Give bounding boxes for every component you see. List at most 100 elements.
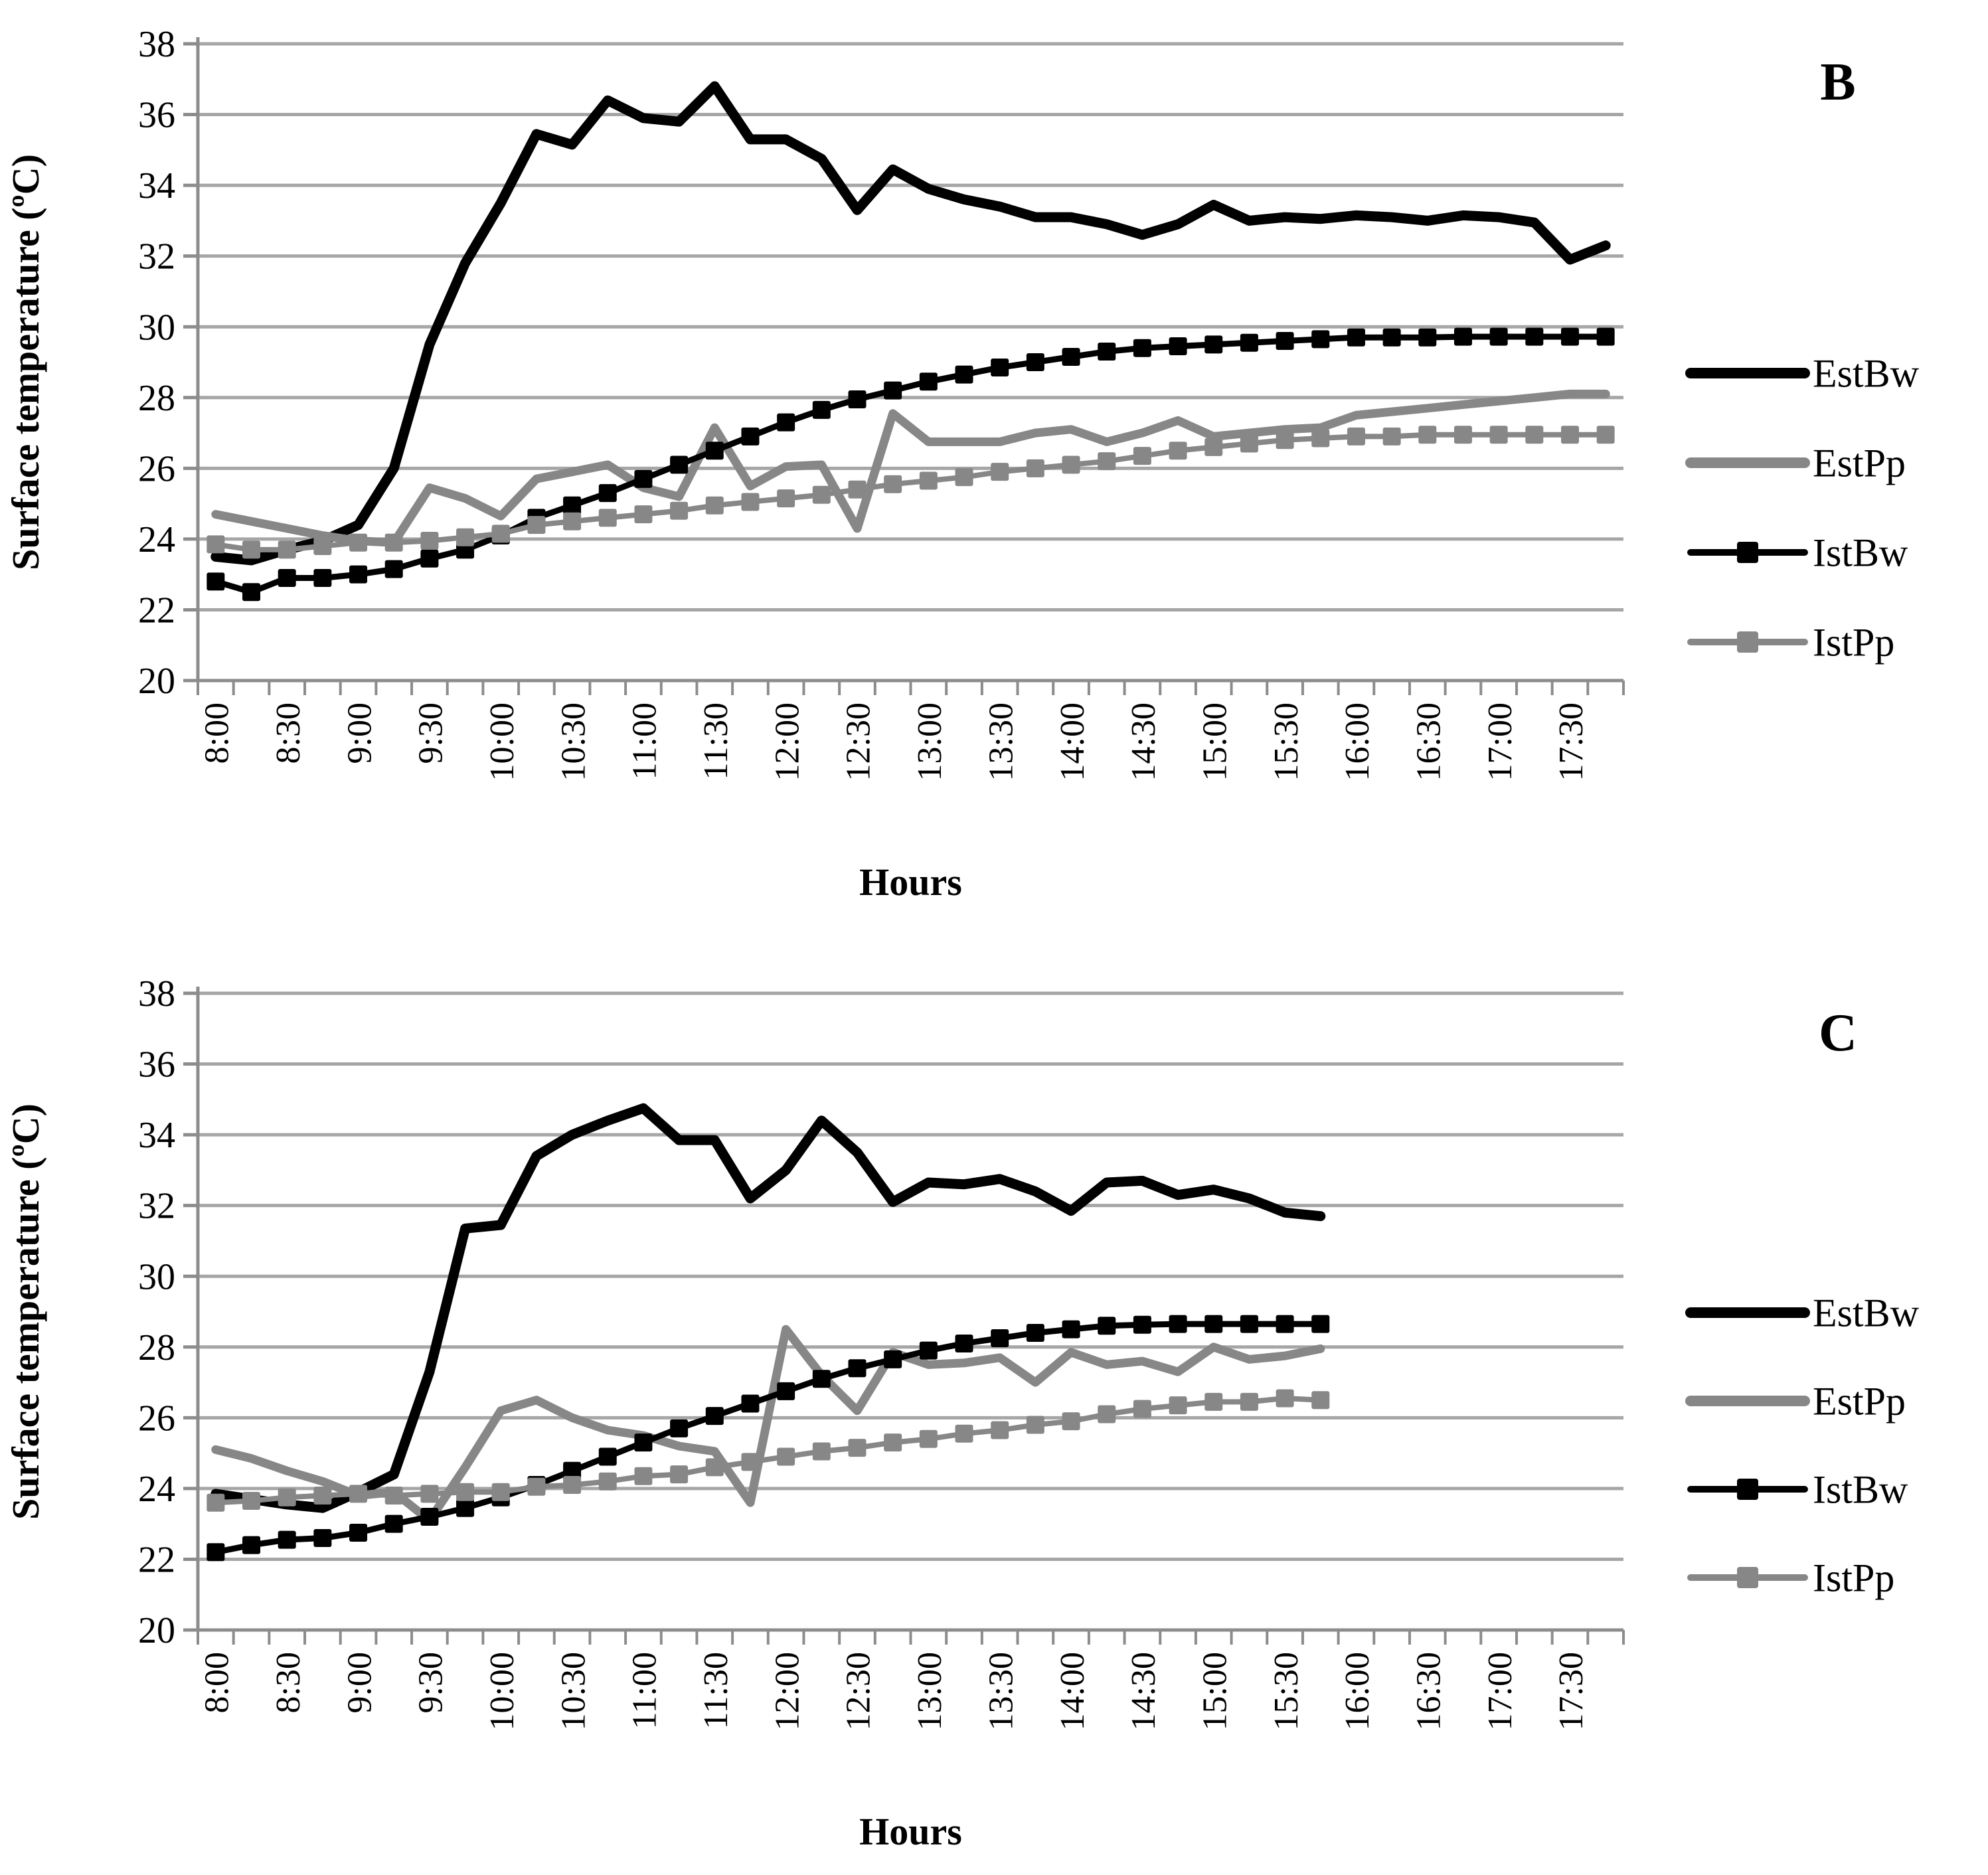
marker-square <box>919 372 938 391</box>
marker-square <box>349 565 368 584</box>
marker-square <box>1062 1412 1080 1431</box>
marker-square <box>1240 434 1258 453</box>
series-EstBw <box>210 81 1611 566</box>
marker-square <box>848 1439 867 1457</box>
x-tick-label: 13:30 <box>982 1652 1020 1730</box>
marker-square <box>848 390 867 408</box>
x-tick-label: 13:00 <box>911 702 949 781</box>
x-tick-label: 8:30 <box>270 702 307 764</box>
marker-square <box>777 413 795 432</box>
marker-square <box>527 1477 546 1496</box>
marker-square <box>1133 1400 1151 1418</box>
series-line-IstBw <box>212 1321 1324 1556</box>
x-tick-label: 10:30 <box>554 702 592 781</box>
x-tick-label: 12:30 <box>840 702 878 781</box>
marker-square <box>1240 333 1258 352</box>
marker-square <box>670 455 689 474</box>
marker-square <box>456 1499 475 1517</box>
marker-square <box>1062 1320 1080 1339</box>
series-markers-IstBw <box>207 327 1615 602</box>
legend-label-EstPp: EstPp <box>1813 441 1906 485</box>
marker-square <box>1453 327 1472 346</box>
marker-square <box>384 1487 403 1505</box>
x-axis-title: Hours <box>859 1810 962 1853</box>
marker-square <box>1204 1315 1223 1333</box>
marker-square <box>313 537 332 556</box>
panel-letter-C: C <box>1819 1004 1857 1062</box>
marker-square <box>955 468 973 487</box>
x-tick-label: 14:00 <box>1054 1652 1092 1730</box>
series-markers-IstPp <box>207 1389 1330 1512</box>
y-tick-label: 24 <box>138 1469 175 1510</box>
marker-square <box>991 1329 1009 1347</box>
marker-square <box>242 540 261 559</box>
y-tick-label: 30 <box>138 307 175 348</box>
marker-square <box>598 1447 617 1466</box>
marker-square <box>1026 459 1044 477</box>
series-EstBw <box>210 1103 1326 1513</box>
marker-square <box>1240 1392 1258 1411</box>
x-ticks: 8:00 8:30 9:00 9:30 10:00 10:30 11:00 11:30 12:0… <box>197 681 1625 781</box>
legend-label-IstBw: IstBw <box>1813 1467 1908 1511</box>
series-line-IstPp <box>212 432 1609 552</box>
marker-square <box>207 572 225 591</box>
marker-square <box>812 1370 831 1388</box>
x-tick-label: 15:30 <box>1268 1652 1305 1730</box>
x-tick-label: 9:30 <box>412 1652 450 1713</box>
y-tick-label: 26 <box>138 1398 175 1439</box>
marker-square <box>278 1530 296 1549</box>
marker-square <box>420 1508 439 1526</box>
x-tick-label: 16:30 <box>1410 702 1448 781</box>
marker-square <box>1525 426 1544 444</box>
marker-square <box>1596 327 1615 346</box>
y-tick-label: 20 <box>138 661 175 702</box>
marker-square <box>634 505 653 524</box>
x-tick-label: 11:00 <box>626 1652 664 1730</box>
marker-square <box>207 535 225 554</box>
marker-square <box>491 525 510 543</box>
marker-square <box>278 1488 296 1507</box>
marker-square <box>563 1461 582 1480</box>
marker-square <box>955 1424 973 1443</box>
legend-label-EstPp: EstPp <box>1813 1379 1906 1423</box>
x-tick-label: 14:30 <box>1125 702 1163 781</box>
x-tick-label: 17:00 <box>1481 702 1519 781</box>
marker-square <box>1098 452 1116 471</box>
marker-square <box>1098 1317 1116 1335</box>
y-tick-label: 26 <box>138 448 175 489</box>
y-tick-label: 34 <box>138 1115 175 1156</box>
marker-square <box>1311 330 1330 349</box>
marker-square <box>705 442 724 460</box>
marker-square <box>812 485 831 504</box>
series-line-EstPp <box>211 389 1610 547</box>
marker-square <box>848 480 867 499</box>
marker-square <box>777 1447 795 1466</box>
legend-item-IstPp: IstPp <box>1687 620 1894 664</box>
x-tick-label: 11:30 <box>697 1652 735 1730</box>
x-tick-label: 16:00 <box>1339 702 1376 781</box>
marker-square <box>527 516 546 534</box>
x-ticks: 8:00 8:30 9:00 9:30 10:00 10:30 11:00 11:30 12:0… <box>197 1630 1625 1730</box>
marker-square <box>1169 442 1187 460</box>
y-tick-label: 20 <box>138 1610 175 1651</box>
marker-square <box>1276 1389 1294 1408</box>
marker-square <box>991 358 1009 376</box>
marker-square <box>1525 327 1544 346</box>
marker-square <box>1026 1416 1044 1434</box>
legend-marker-sample-IstPp <box>1737 1567 1758 1588</box>
x-tick-label: 9:00 <box>341 702 378 764</box>
x-tick-label: 8:00 <box>199 702 236 764</box>
x-tick-label: 14:00 <box>1054 702 1092 781</box>
marker-square <box>598 509 617 527</box>
panel-letter-B: B <box>1820 53 1855 112</box>
marker-square <box>1169 337 1187 356</box>
marker-square <box>563 1476 582 1495</box>
y-ticks: 20 22 24 26 28 30 32 34 36 38 <box>138 973 198 1651</box>
x-tick-label: 11:00 <box>626 702 664 780</box>
marker-square <box>884 1350 902 1368</box>
marker-square <box>420 532 439 550</box>
marker-square <box>1311 1315 1330 1333</box>
chart-panel-B: 20 22 24 26 28 30 32 34 36 38 8:00 8:30 9:00 9:30 10:0… <box>4 24 1920 904</box>
marker-square <box>1098 343 1116 361</box>
marker-square <box>384 533 403 552</box>
